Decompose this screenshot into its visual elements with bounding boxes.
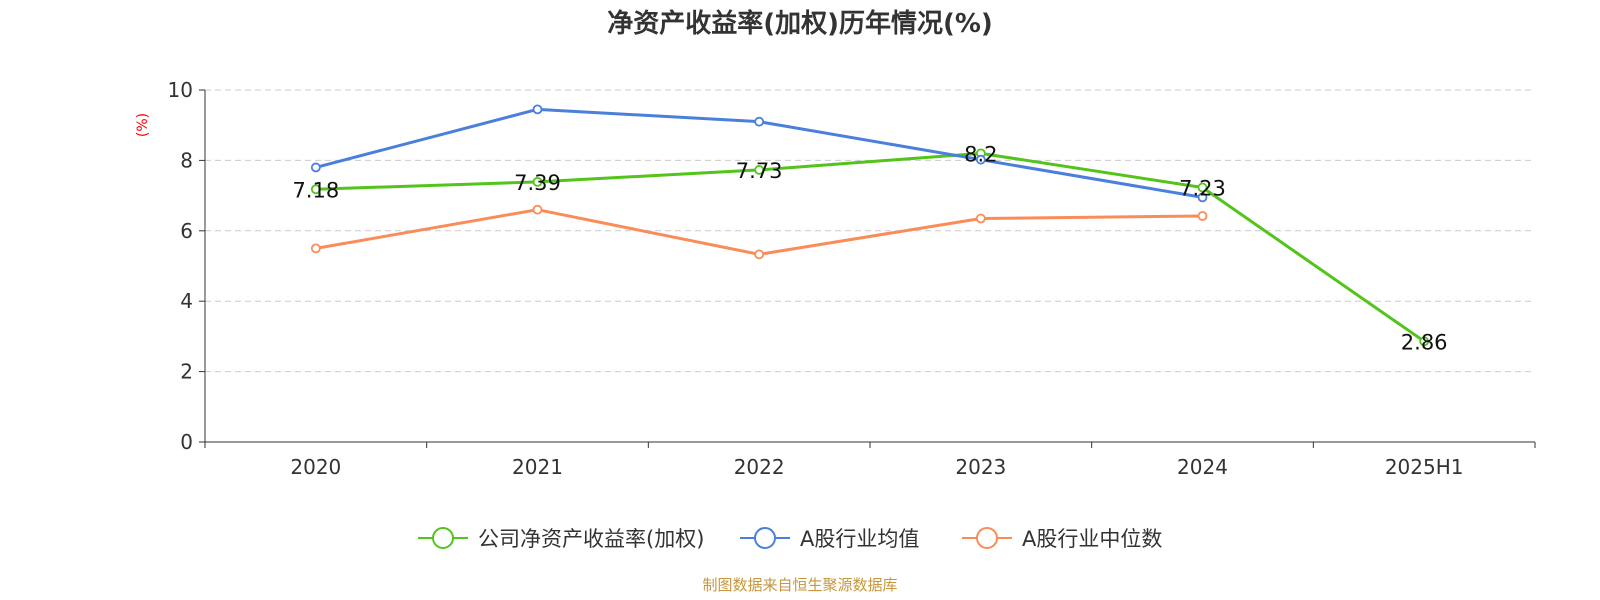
series-1-point	[310, 162, 321, 173]
x-tick-label: 2021	[512, 455, 563, 479]
legend-label: A股行业中位数	[1022, 527, 1162, 551]
series-2-point	[310, 243, 321, 254]
series-0-point	[754, 165, 765, 175]
x-tick-label: 2024	[1177, 455, 1228, 479]
chart-title: 净资产收益率(加权)历年情况(%)	[607, 8, 993, 39]
legend-marker	[976, 527, 998, 549]
y-tick-label: 0	[180, 430, 193, 454]
legend-item-1[interactable]: A股行业均值	[740, 527, 919, 551]
series-layer	[310, 104, 1430, 347]
series-line-2	[315, 208, 1203, 256]
axes: 0 2 4 6 8 10 2020 2021 2022 2023 2024 2025H1	[168, 78, 1536, 479]
series-1-point	[754, 116, 765, 127]
x-tick-label: 2022	[734, 455, 785, 479]
series-1-point	[975, 154, 986, 165]
y-tick-label: 2	[180, 360, 193, 384]
y-tick-label: 6	[180, 219, 193, 243]
y-tick-label: 10	[168, 78, 193, 102]
y-tick-label: 8	[180, 148, 193, 172]
series-0-point	[1419, 336, 1430, 347]
data-label: 7.23	[1179, 177, 1226, 201]
y-axis-label: (%)	[135, 113, 151, 137]
legend-marker	[754, 527, 776, 549]
data-label: 7.39	[514, 171, 561, 195]
x-tick-label: 2025H1	[1385, 455, 1464, 479]
legend-marker	[432, 527, 454, 549]
legend[interactable]: 公司净资产收益率(加权) A股行业均值 A股行业中位数	[418, 527, 1162, 551]
x-tick-label: 2023	[955, 455, 1006, 479]
legend-label: A股行业均值	[800, 527, 919, 551]
series-2-point	[975, 213, 986, 224]
series-2-point	[754, 249, 765, 260]
series-0-point	[1197, 182, 1208, 193]
data-labels: 7.18 7.39 7.73 8.2 7.23 2.86	[292, 142, 1447, 354]
grid-lines	[205, 89, 1535, 373]
source-note: 制图数据来自恒生聚源数据库	[702, 576, 897, 594]
series-0-point	[532, 176, 543, 187]
legend-item-2[interactable]: A股行业中位数	[962, 527, 1162, 551]
series-0-point	[310, 184, 321, 195]
series-2-point	[1197, 211, 1208, 221]
legend-label: 公司净资产收益率(加权)	[478, 527, 704, 551]
x-tick-label: 2020	[290, 455, 341, 479]
data-label: 7.18	[292, 178, 339, 202]
legend-item-0[interactable]: 公司净资产收益率(加权)	[418, 527, 704, 551]
data-label: 8.2	[964, 142, 997, 166]
data-label: 2.86	[1401, 330, 1448, 354]
series-1-point	[1197, 192, 1208, 203]
series-line-0	[315, 151, 1426, 343]
y-tick-label: 4	[180, 289, 193, 313]
series-2-point	[532, 204, 543, 215]
data-label: 7.73	[736, 159, 783, 183]
series-1-point	[532, 104, 543, 115]
